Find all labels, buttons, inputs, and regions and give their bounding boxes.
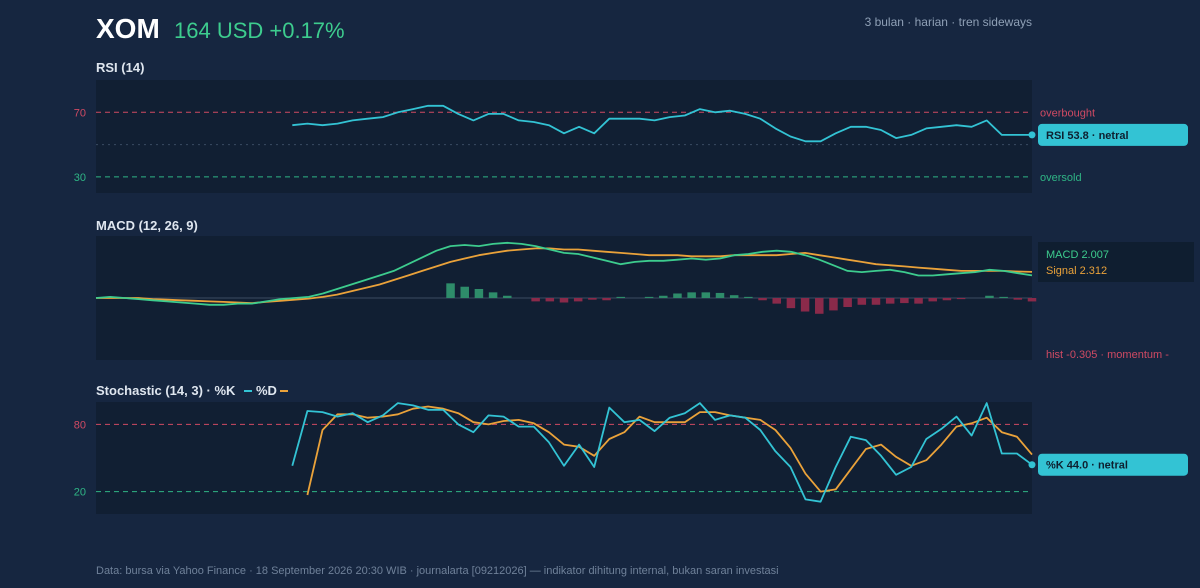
chart-subtitle: 3 bulan · harian · tren sideways	[865, 15, 1032, 29]
macd-hist-bar	[602, 298, 611, 301]
stoch-title-k: Stochastic (14, 3) · %K	[96, 383, 236, 398]
macd-legend-macd: MACD 2.007	[1046, 249, 1109, 261]
rsi-oversold-label: oversold	[1040, 172, 1082, 184]
macd-hist-bar	[857, 298, 867, 305]
macd-hist-bar	[1013, 298, 1023, 300]
rsi-badge: RSI 53.8 · netral	[1046, 130, 1129, 142]
macd-line-segment	[95, 241, 1033, 306]
macd-hist-bar	[460, 286, 469, 298]
ticker-symbol: XOM	[96, 13, 160, 44]
macd-hist-bar	[588, 298, 597, 300]
macd-hist-bar	[900, 298, 909, 304]
stoch-tick-label: 80	[74, 419, 86, 431]
price-change: 164 USD +0.17%	[174, 18, 345, 43]
macd-hist-bar	[786, 298, 796, 309]
stoch-panel	[96, 402, 1032, 514]
macd-hist-bar	[758, 298, 767, 301]
macd-legend-box	[1038, 242, 1194, 282]
macd-hist-bar	[644, 296, 654, 298]
macd-hist-bar	[531, 298, 540, 302]
macd-hist-bar	[800, 298, 810, 312]
macd-hist-bar	[885, 298, 895, 304]
stoch-badge-bg	[1038, 453, 1188, 476]
rsi-line-segment	[292, 104, 1032, 143]
macd-hist-bar	[673, 293, 682, 298]
macd-hist-bar	[715, 292, 725, 298]
macd-hist-bar	[985, 295, 994, 298]
macd-hist-bar	[928, 298, 937, 302]
footer-source: Data: bursa via Yahoo Finance · 18 Septe…	[96, 565, 779, 577]
macd-hist-bar	[545, 298, 555, 302]
stoch-panel-title: Stochastic (14, 3) · %K	[96, 383, 236, 398]
macd-hist-bar	[559, 298, 569, 303]
macd-hist-bar	[474, 288, 484, 298]
macd-hist-bar	[843, 298, 852, 308]
macd-hist-bar	[687, 292, 696, 298]
rsi-overbought-label: overbought	[1040, 107, 1095, 119]
macd-hist-bar	[573, 298, 583, 302]
stoch-k-line	[291, 402, 1033, 503]
macd-hist-bar	[999, 296, 1008, 298]
rsi-panel-title: RSI (14)	[96, 60, 144, 75]
rsi-tick-label: 70	[74, 107, 86, 119]
stoch-last-point	[1028, 461, 1036, 469]
rsi-last-point	[1028, 131, 1036, 139]
macd-panel-title: MACD (12, 26, 9)	[96, 218, 198, 233]
macd-hist-bar	[488, 292, 498, 298]
macd-hist-bar	[871, 298, 881, 305]
macd-legend-signal: Signal 2.312	[1046, 265, 1107, 277]
macd-hist-bar	[942, 298, 952, 301]
macd-hist-bar	[729, 295, 739, 298]
macd-hist-bar	[744, 296, 753, 298]
macd-hist-bar	[1027, 298, 1037, 302]
macd-hist-bar	[616, 296, 625, 298]
rsi-line	[292, 104, 1032, 143]
macd-hist-bar	[503, 295, 512, 298]
macd-hist-bar	[772, 298, 781, 304]
macd-hist-bar	[829, 298, 838, 311]
rsi-panel	[96, 80, 1032, 193]
macd-hist-bar	[815, 298, 824, 314]
macd-legend-hist: hist -0.305 · momentum -	[1046, 349, 1169, 361]
stoch-badge: %K 44.0 · netral	[1046, 460, 1128, 472]
rsi-tick-label: 30	[74, 172, 86, 184]
macd-line	[95, 241, 1033, 306]
macd-hist-bar	[659, 295, 668, 298]
macd-hist-bar	[956, 298, 966, 300]
macd-hist-bar	[701, 292, 711, 298]
stoch-k-line-segment	[291, 402, 1033, 503]
stoch-tick-label: 20	[74, 487, 86, 499]
stoch-title-d: %D	[256, 383, 277, 398]
rsi-badge-bg	[1038, 123, 1188, 146]
macd-hist-bar	[446, 283, 455, 298]
macd-hist-bar	[914, 298, 923, 304]
